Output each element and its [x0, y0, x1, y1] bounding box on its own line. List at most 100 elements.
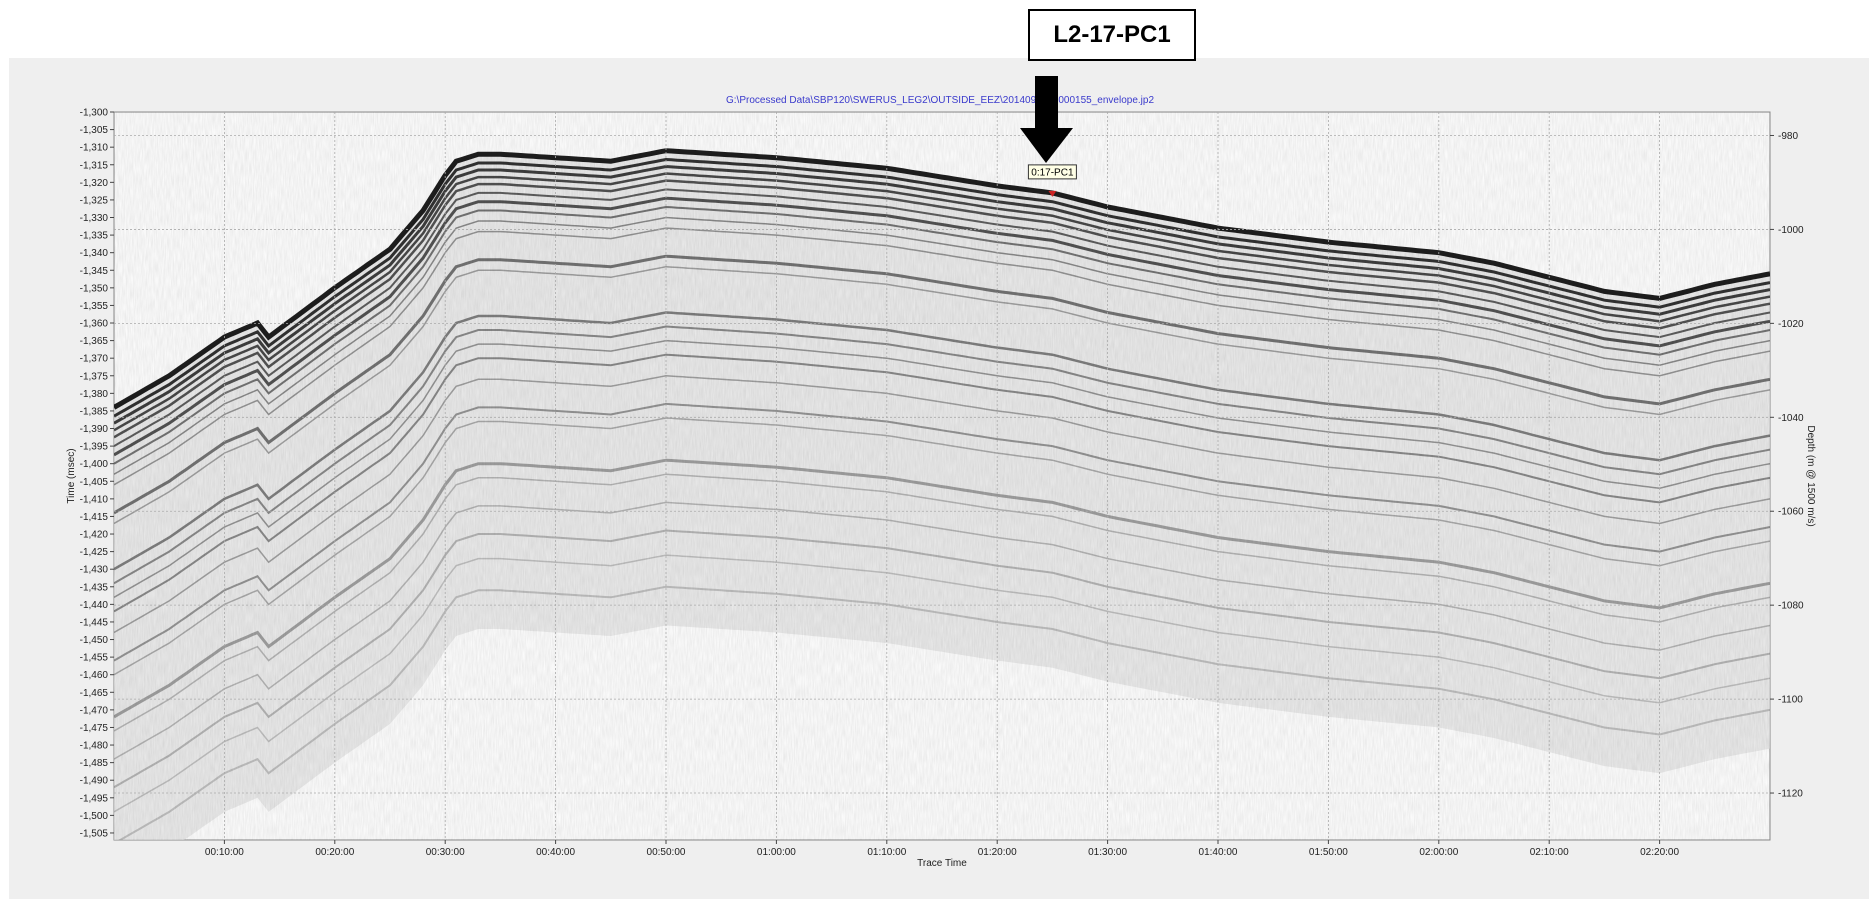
reflector-band — [114, 254, 1770, 515]
y-tick-label: -1,480 — [80, 741, 109, 752]
y-tick-label: -1,300 — [80, 108, 109, 119]
x-tick-label: 01:00:00 — [757, 847, 796, 858]
y-tick-label: -1,470 — [80, 705, 109, 716]
y-tick-label: -1,440 — [80, 600, 109, 611]
y-tick-label: -1,400 — [80, 459, 109, 470]
y-tick-label: -1,380 — [80, 389, 109, 400]
right-tick-label: -1120 — [1778, 789, 1803, 800]
reflector-band — [114, 157, 1770, 418]
y-tick-label: -1,415 — [80, 512, 109, 523]
y-tick-label: -1,495 — [80, 793, 109, 804]
x-tick-label: 01:40:00 — [1199, 847, 1238, 858]
reflector-band — [114, 265, 1770, 525]
y-tick-label: -1,375 — [80, 371, 109, 382]
y-tick-label: -1,505 — [80, 828, 109, 839]
x-tick-label: 01:30:00 — [1088, 847, 1127, 858]
left-axis: -1,300 -1,305 -1,310 -1,315 -1,320 -1,325 -1,3… — [80, 108, 114, 839]
reflector-band — [114, 458, 1770, 719]
reflector-band — [114, 353, 1770, 613]
y-axis-title: Time (msec) — [66, 448, 77, 503]
reflector-band — [114, 501, 1770, 760]
y-tick-label: -1,355 — [80, 301, 109, 312]
y-tick-label: -1,410 — [80, 494, 109, 505]
y-tick-label: -1,315 — [80, 160, 109, 171]
y-tick-label: -1,445 — [80, 617, 109, 628]
x-tick-label: 01:20:00 — [978, 847, 1017, 858]
y-tick-label: -1,340 — [80, 248, 109, 259]
reflector-band — [114, 148, 1770, 410]
y-tick-label: -1,460 — [80, 670, 109, 681]
reflector-band — [114, 311, 1770, 571]
reflector-band — [114, 196, 1770, 457]
reflector-band — [114, 417, 1770, 676]
right-tick-label: -1060 — [1778, 507, 1804, 518]
y-tick-label: -1,345 — [80, 266, 109, 277]
y-tick-label: -1,430 — [80, 565, 109, 576]
chart-title: G:\Processed Data\SBP120\SWERUS_LEG2\OUT… — [726, 95, 1154, 106]
y-tick-label: -1,395 — [80, 442, 109, 453]
reflector-band — [114, 402, 1770, 662]
right-tick-label: -1000 — [1778, 225, 1804, 236]
y-tick-label: -1,335 — [80, 231, 109, 242]
right-tick-label: -980 — [1778, 131, 1798, 142]
x-tick-label: 00:10:00 — [205, 847, 244, 858]
y-tick-label: -1,450 — [80, 635, 109, 646]
x-tick-label: 01:10:00 — [867, 847, 906, 858]
y-tick-label: -1,455 — [80, 653, 109, 664]
y-tick-label: -1,435 — [80, 582, 109, 593]
x-tick-label: 00:50:00 — [647, 847, 686, 858]
core-callout-label: L2-17-PC1 — [1028, 9, 1196, 61]
y-tick-label: -1,420 — [80, 530, 109, 541]
y-tick-label: -1,365 — [80, 336, 109, 347]
x-tick-label: 02:10:00 — [1530, 847, 1569, 858]
x-tick-label: 00:30:00 — [426, 847, 465, 858]
x-tick-label: 01:50:00 — [1309, 847, 1348, 858]
plot-area — [113, 111, 1771, 841]
y-tick-label: -1,305 — [80, 125, 109, 136]
echo-layer — [114, 112, 1770, 840]
right-tick-label: -1080 — [1778, 601, 1804, 612]
x-tick-label: 02:20:00 — [1640, 847, 1679, 858]
reflector-band — [114, 339, 1770, 598]
bottom-axis: 00:10:00 00:20:00 00:30:00 00:40:00 00:50:00… — [205, 840, 1679, 858]
y-tick-label: -1,360 — [80, 319, 109, 330]
y-tick-label: -1,330 — [80, 213, 109, 224]
x-tick-label: 00:20:00 — [315, 847, 354, 858]
y-tick-label: -1,465 — [80, 688, 109, 699]
reflector-band — [114, 179, 1770, 439]
right-axis-title: Depth (m @ 1500 m/s) — [1805, 425, 1816, 526]
reflector-band — [114, 227, 1770, 486]
y-tick-label: -1,320 — [80, 178, 109, 189]
y-tick-label: -1,385 — [80, 406, 109, 417]
y-tick-label: -1,500 — [80, 811, 109, 822]
x-tick-label: 02:00:00 — [1419, 847, 1458, 858]
y-tick-label: -1,390 — [80, 424, 109, 435]
down-arrow-icon — [1020, 76, 1073, 163]
reflector-band — [114, 554, 1770, 813]
right-tick-label: -1100 — [1778, 695, 1803, 706]
y-tick-label: -1,490 — [80, 776, 109, 787]
grid-layer — [114, 112, 1770, 840]
reflector-band — [114, 172, 1770, 432]
y-tick-label: -1,350 — [80, 283, 109, 294]
y-tick-label: -1,370 — [80, 354, 109, 365]
reflector-band — [114, 164, 1770, 425]
right-axis: -980 -1000 -1020 -1040 -1060 -1080 -1100 -1120 — [1770, 131, 1804, 800]
reflector-band — [114, 216, 1770, 475]
y-tick-label: -1,325 — [80, 195, 109, 206]
reflector-band — [114, 325, 1770, 585]
y-tick-label: -1,405 — [80, 477, 109, 488]
y-tick-label: -1,310 — [80, 143, 109, 154]
right-tick-label: -1020 — [1778, 319, 1804, 330]
x-axis-title: Trace Time — [917, 858, 967, 869]
x-tick-label: 00:40:00 — [536, 847, 575, 858]
reflector-band — [114, 375, 1770, 634]
y-tick-label: -1,425 — [80, 547, 109, 558]
marker-label-box — [1027, 164, 1077, 180]
marker-label: 0:17-PC1 — [1031, 167, 1074, 178]
y-tick-label: -1,485 — [80, 758, 109, 769]
reflector-band — [114, 188, 1770, 447]
y-tick-label: -1,475 — [80, 723, 109, 734]
reflector-band — [114, 529, 1770, 789]
